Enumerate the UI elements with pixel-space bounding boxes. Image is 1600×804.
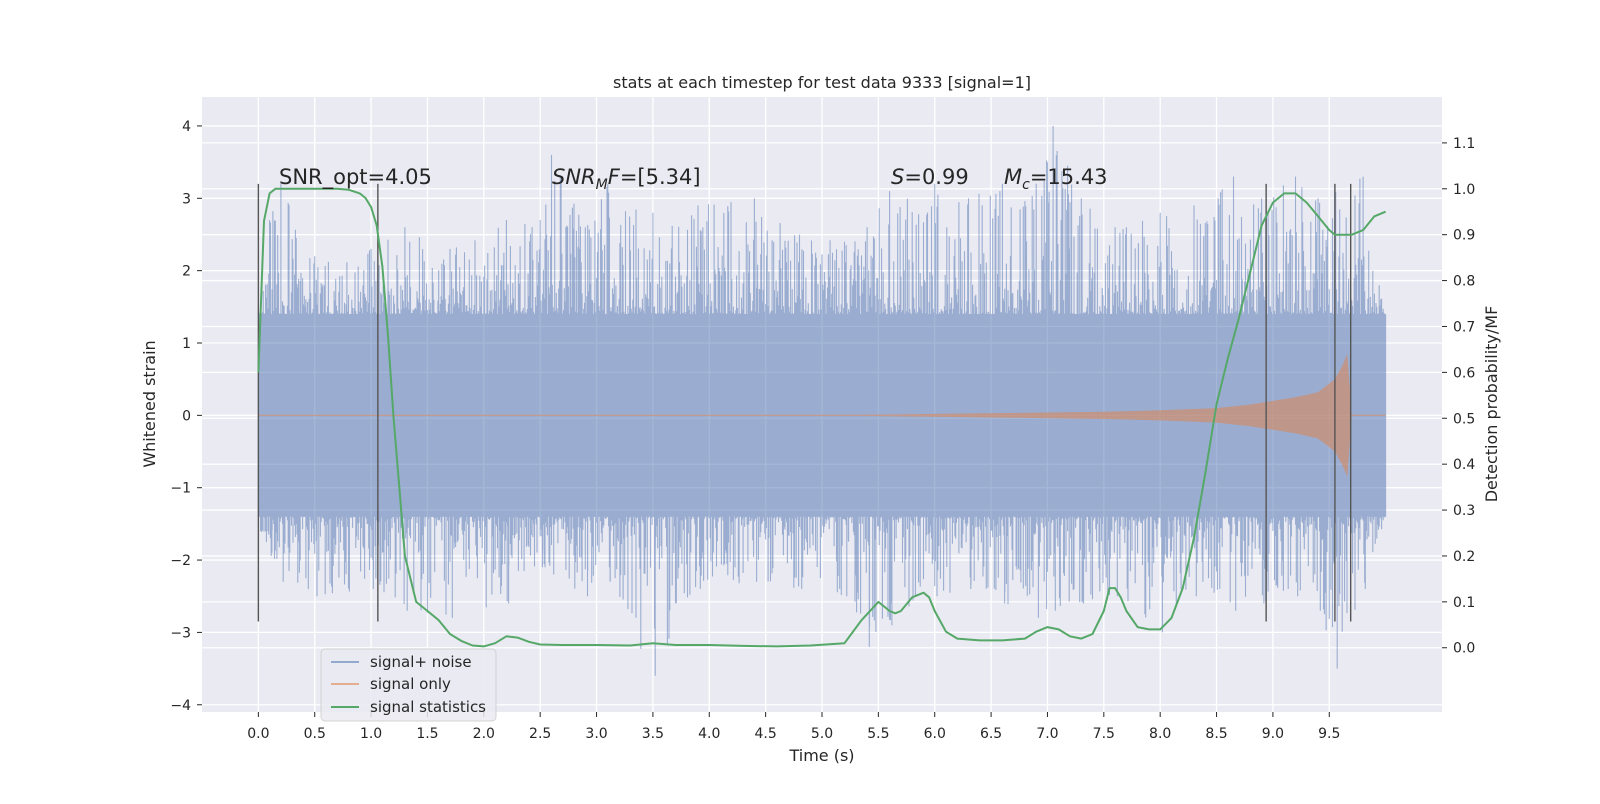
y-tick-label: 0 [182, 408, 191, 424]
x-tick-label: 9.5 [1318, 726, 1340, 742]
y-tick-label: −2 [170, 553, 191, 569]
annotation-s-value: =0.99 [904, 165, 968, 189]
x-tick-label: 6.0 [924, 726, 946, 742]
chart-title: stats at each timestep for test data 933… [613, 73, 1031, 92]
x-tick-label: 0.0 [247, 726, 269, 742]
signal-layer [258, 353, 1386, 477]
annotation-snr-mf-rest: F [608, 165, 621, 189]
y-axis-label: Whitened strain [140, 340, 159, 467]
x-tick-label: 8.0 [1149, 726, 1171, 742]
x-tick-label: 0.5 [304, 726, 326, 742]
y2-axis-label: Detection probability/MF [1482, 306, 1501, 503]
x-tick-label: 3.5 [642, 726, 664, 742]
y-tick-label: −1 [170, 481, 191, 497]
annotation-s: S=0.99 [891, 165, 969, 189]
legend-box [320, 648, 497, 722]
annotation-snr-mf-base: SNR [552, 165, 596, 189]
annotation-snr-mf-value: =[5.34] [620, 165, 701, 189]
legend-label-noise: signal+ noise [370, 653, 472, 671]
y-tick-label: −4 [170, 698, 191, 714]
annotation-snr-opt: SNR_opt=4.05 [279, 165, 432, 190]
y-tick-label: 1 [182, 336, 191, 352]
annotation-s-label: S [891, 165, 904, 189]
annotation-mc: Mc=15.43 [1004, 165, 1108, 193]
x-tick-layer: 0.0 0.5 1.0 1.5 2.0 2.5 3.0 3.5 4.0 4.5 5.0 5.5 6.0 6… [247, 712, 1340, 742]
x-tick-label: 7.0 [1036, 726, 1058, 742]
y-tick-label: −3 [170, 625, 191, 641]
x-tick-label: 8.5 [1205, 726, 1227, 742]
x-tick-label: 7.5 [1093, 726, 1115, 742]
annotation-snr-mf: SNRMF=[5.34] [552, 165, 701, 193]
x-tick-label: 9.0 [1262, 726, 1284, 742]
annotation-snr-opt-value: =4.05 [368, 165, 432, 189]
y2-tick-label: 0.1 [1453, 595, 1475, 611]
series-stats-line [257, 187, 1386, 648]
x-tick-label: 2.0 [473, 726, 495, 742]
x-tick-label: 5.5 [867, 726, 889, 742]
y2-tick-label: 0.7 [1453, 319, 1475, 335]
y2-tick-label: 0.8 [1453, 274, 1475, 290]
legend: signal+ noise signal only signal statist… [320, 648, 497, 722]
y-tick-layer: 4 3 2 1 0 −1 −2 −3 −4 [170, 119, 202, 714]
y2-tick-label: 0.0 [1453, 641, 1475, 657]
y2-tick-label: 0.4 [1453, 457, 1475, 473]
annotation-mc-value: =15.43 [1030, 165, 1108, 189]
y2-tick-label: 0.6 [1453, 365, 1475, 381]
x-tick-label: 4.5 [755, 726, 777, 742]
vline-layer [257, 183, 1352, 622]
x-tick-label: 1.5 [416, 726, 438, 742]
y2-tick-label: 0.9 [1453, 228, 1475, 244]
stats-layer [257, 187, 1386, 648]
x-axis-label: Time (s) [788, 746, 854, 765]
y2-tick-label: 0.2 [1453, 549, 1475, 565]
y-tick-label: 2 [182, 264, 191, 280]
x-tick-label: 2.5 [529, 726, 551, 742]
annotation-snr-mf-sub: M [596, 177, 608, 193]
x-tick-label: 6.5 [980, 726, 1002, 742]
y2-tick-layer: 1.1 1.0 0.9 0.8 0.7 0.6 0.5 0.4 0.3 0.2 0.1 0.0 [1442, 136, 1475, 657]
y-tick-label: 3 [182, 191, 191, 207]
y2-tick-label: 0.5 [1453, 411, 1475, 427]
y2-tick-label: 0.3 [1453, 503, 1475, 519]
y-tick-label: 4 [182, 119, 191, 135]
x-tick-label: 1.0 [360, 726, 382, 742]
annotation-mc-sub: c [1022, 177, 1030, 193]
x-tick-label: 5.0 [811, 726, 833, 742]
y2-tick-label: 1.1 [1453, 136, 1475, 152]
annotation-snr-opt-label: SNR_opt [279, 165, 368, 190]
legend-label-signal: signal only [370, 675, 451, 693]
y2-tick-label: 1.0 [1453, 182, 1475, 198]
legend-label-stats: signal statistics [370, 698, 486, 716]
x-tick-label: 4.0 [698, 726, 720, 742]
x-tick-label: 3.0 [585, 726, 607, 742]
annotation-mc-base: M [1004, 165, 1022, 189]
